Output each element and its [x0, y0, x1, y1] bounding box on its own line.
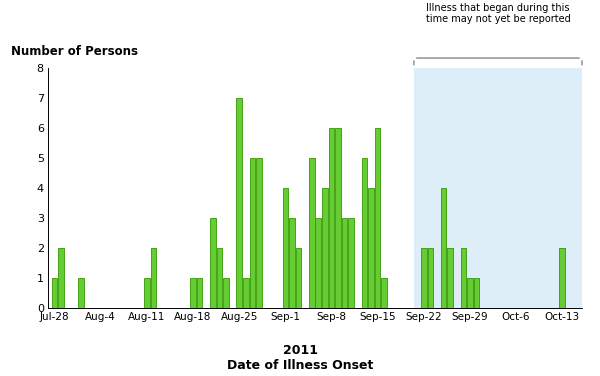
Bar — [362, 158, 367, 308]
Bar — [441, 188, 446, 308]
Bar — [256, 158, 262, 308]
Bar — [461, 248, 466, 308]
Bar — [236, 98, 242, 308]
Bar — [382, 278, 387, 308]
Bar — [210, 218, 215, 308]
Bar — [421, 248, 427, 308]
Bar — [309, 158, 314, 308]
Bar — [414, 68, 582, 308]
Bar — [250, 158, 255, 308]
Bar — [52, 278, 58, 308]
Text: Illness that began during this
time may not yet be reported: Illness that began during this time may … — [425, 3, 571, 24]
Bar — [322, 188, 328, 308]
Text: 2011
Date of Illness Onset: 2011 Date of Illness Onset — [227, 344, 373, 372]
Bar — [144, 278, 149, 308]
Bar — [217, 248, 222, 308]
Bar — [559, 248, 565, 308]
Bar — [243, 278, 248, 308]
Bar — [375, 128, 380, 308]
Bar — [190, 278, 196, 308]
Bar — [289, 218, 295, 308]
Bar — [78, 278, 84, 308]
Bar — [283, 188, 288, 308]
Bar — [151, 248, 156, 308]
Bar — [349, 218, 354, 308]
Bar — [335, 128, 341, 308]
Bar — [223, 278, 229, 308]
Bar — [58, 248, 64, 308]
Bar — [467, 278, 473, 308]
Bar — [474, 278, 479, 308]
Bar — [342, 218, 347, 308]
Bar — [448, 248, 453, 308]
Bar — [329, 128, 334, 308]
Bar — [296, 248, 301, 308]
Bar — [197, 278, 202, 308]
Bar — [428, 248, 433, 308]
Text: Number of Persons: Number of Persons — [11, 45, 137, 58]
Bar — [316, 218, 321, 308]
Bar — [368, 188, 374, 308]
